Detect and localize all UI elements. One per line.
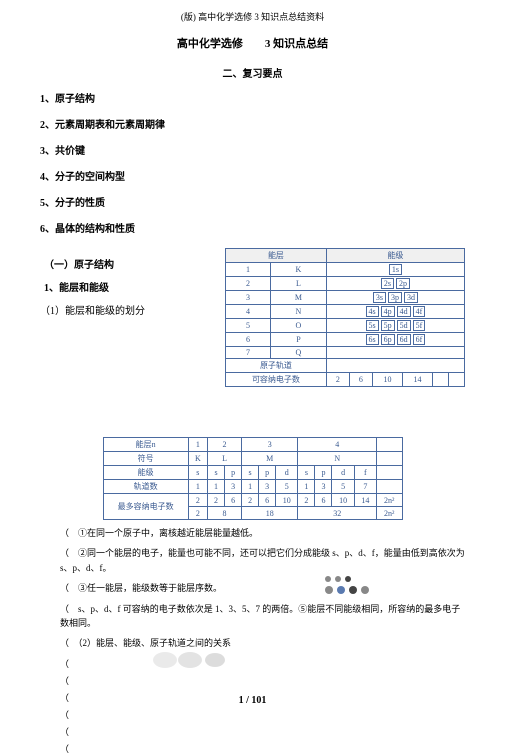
list-item-1: 1、原子结构 bbox=[40, 92, 465, 108]
main-title: 高中化学选修 3 知识点总结 bbox=[40, 35, 465, 51]
list-item-4: 4、分子的空间构型 bbox=[40, 170, 465, 186]
para-4: （ s、p、d、f 可容纳的电子数依次是 1、3、5、7 的两倍。⑤能层不同能级… bbox=[60, 602, 465, 631]
sub-section-1-1-2: （ （2）能层、能级、原子轨道之间的关系 bbox=[60, 636, 465, 650]
bracket-4: （ bbox=[60, 708, 465, 721]
page-header: (版) 高中化学选修 3 知识点总结资料 bbox=[40, 10, 465, 23]
para-2: （ ②同一个能层的电子，能量也可能不同，还可以把它们分成能级 s、p、d、f，能… bbox=[60, 546, 465, 575]
orbital-dots-icon bbox=[325, 576, 375, 601]
page-number: 1 / 101 bbox=[0, 695, 505, 706]
para-1: （ ①在同一个原子中，离核越近能层能量越低。 bbox=[60, 526, 465, 540]
list-item-6: 6、晶体的结构和性质 bbox=[40, 222, 465, 238]
para-3: （ ③任一能层，能级数等于能层序数。 bbox=[60, 581, 465, 595]
table1-header-level: 能级 bbox=[326, 249, 464, 263]
bracket-6: （ bbox=[60, 742, 465, 755]
bracket-2: （ bbox=[60, 674, 465, 687]
bracket-1: （ bbox=[60, 657, 465, 670]
energy-level-table: 能层 能级 1K1s 2L2s 2p 3M3s 3p 3d 4N4s 4p 4d… bbox=[225, 248, 465, 387]
orbital-shape-icon bbox=[150, 650, 230, 670]
list-item-2: 2、元素周期表和元素周期律 bbox=[40, 118, 465, 134]
section-title: 二、复习要点 bbox=[40, 65, 465, 80]
bracket-5: （ bbox=[60, 725, 465, 738]
table1-header-layer: 能层 bbox=[226, 249, 327, 263]
list-item-3: 3、共价键 bbox=[40, 144, 465, 160]
electron-capacity-table: 能层n1 2 3 4 符号K L M N 能级sspspdspdf 轨道数113… bbox=[103, 437, 403, 520]
list-item-5: 5、分子的性质 bbox=[40, 196, 465, 212]
energy-level-table-wrapper: 能层 能级 1K1s 2L2s 2p 3M3s 3p 3d 4N4s 4p 4d… bbox=[225, 248, 465, 387]
